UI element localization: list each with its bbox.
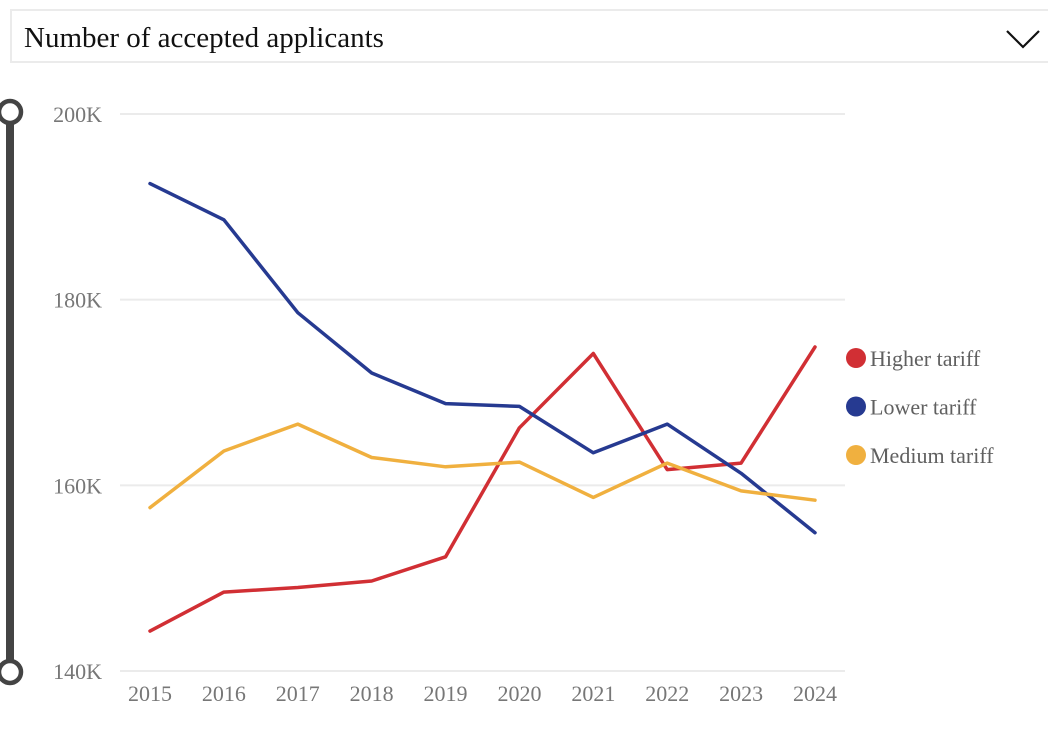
x-tick-label: 2018: [350, 681, 394, 706]
x-tick-label: 2021: [571, 681, 615, 706]
x-tick-label: 2015: [128, 681, 172, 706]
metric-dropdown[interactable]: Number of accepted applicants: [10, 9, 1048, 63]
y-tick-label: 180K: [53, 288, 102, 313]
x-axis-ticks: 2015 2016 2017 2018 2019 2020 2021 2022 2023 2024: [128, 681, 837, 706]
data-point[interactable]: [441, 552, 451, 562]
data-point[interactable]: [145, 626, 155, 636]
legend-item[interactable]: Lower tariff: [846, 395, 977, 420]
data-point[interactable]: [293, 419, 303, 429]
range-slider-upper-handle[interactable]: [0, 98, 24, 126]
series-line-higher-tariff[interactable]: [148, 345, 817, 633]
metric-dropdown-value: Number of accepted applicants: [24, 22, 384, 54]
data-point[interactable]: [441, 399, 451, 409]
data-point[interactable]: [662, 419, 672, 429]
legend-label: Lower tariff: [870, 395, 977, 420]
legend-item[interactable]: Medium tariff: [846, 443, 994, 468]
legend-marker-icon: [846, 348, 866, 368]
legend-item[interactable]: Higher tariff: [846, 346, 981, 371]
data-point[interactable]: [145, 503, 155, 513]
y-tick-label: 140K: [53, 659, 102, 684]
data-point[interactable]: [588, 448, 598, 458]
legend-label: Higher tariff: [870, 346, 981, 371]
data-point[interactable]: [810, 528, 820, 538]
data-point[interactable]: [367, 576, 377, 586]
data-point[interactable]: [588, 349, 598, 359]
data-point[interactable]: [514, 457, 524, 467]
data-point[interactable]: [514, 423, 524, 433]
data-point[interactable]: [367, 368, 377, 378]
legend: Higher tariff Lower tariff Medium tariff: [846, 346, 994, 468]
data-point[interactable]: [810, 342, 820, 352]
legend-label: Medium tariff: [870, 443, 994, 468]
series-lines: [145, 179, 820, 636]
x-tick-label: 2022: [645, 681, 689, 706]
series-line-medium-tariff[interactable]: [148, 422, 817, 510]
data-point[interactable]: [588, 492, 598, 502]
data-point[interactable]: [810, 495, 820, 505]
y-tick-label: 200K: [53, 102, 102, 127]
x-tick-label: 2019: [424, 681, 468, 706]
y-axis-ticks: 140K 160K 180K 200K: [53, 102, 102, 684]
data-point[interactable]: [293, 308, 303, 318]
data-point[interactable]: [514, 401, 524, 411]
range-slider[interactable]: [0, 96, 30, 690]
data-point[interactable]: [145, 179, 155, 189]
data-point[interactable]: [293, 582, 303, 592]
range-slider-lower-handle[interactable]: [0, 658, 24, 686]
data-point[interactable]: [736, 486, 746, 496]
legend-marker-icon: [846, 445, 866, 465]
gridlines: [120, 113, 845, 672]
data-point[interactable]: [736, 468, 746, 478]
data-point[interactable]: [219, 215, 229, 225]
data-point[interactable]: [441, 462, 451, 472]
legend-marker-icon: [846, 396, 866, 417]
chevron-down-icon[interactable]: [1006, 29, 1040, 49]
data-point[interactable]: [367, 452, 377, 462]
series-line-lower-tariff[interactable]: [148, 181, 817, 535]
x-tick-label: 2016: [202, 681, 246, 706]
data-point[interactable]: [736, 458, 746, 468]
y-tick-label: 160K: [53, 473, 102, 498]
data-point[interactable]: [219, 587, 229, 597]
data-point[interactable]: [219, 446, 229, 456]
x-tick-label: 2023: [719, 681, 763, 706]
x-tick-label: 2017: [276, 681, 320, 706]
x-tick-label: 2020: [497, 681, 541, 706]
x-tick-label: 2024: [793, 681, 837, 706]
data-point[interactable]: [662, 458, 672, 468]
range-slider-track[interactable]: [6, 110, 14, 676]
